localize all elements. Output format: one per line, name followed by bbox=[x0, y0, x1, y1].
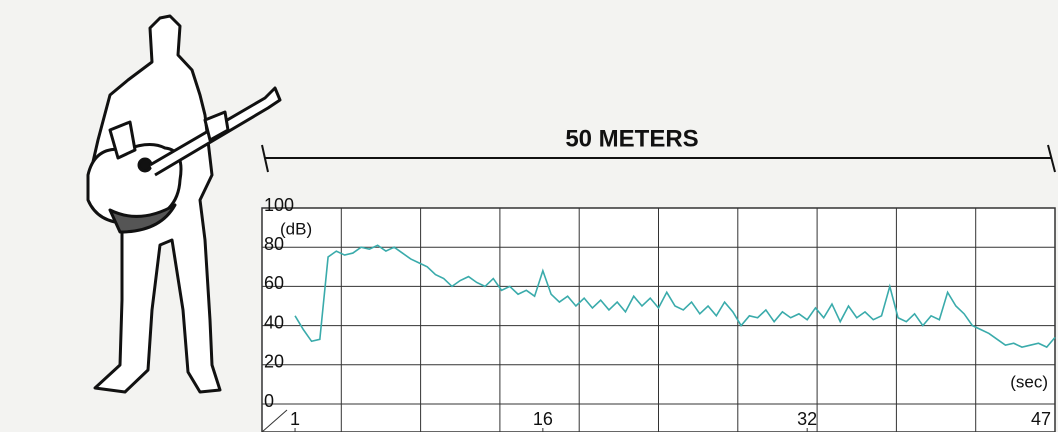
x-tick-label: 32 bbox=[797, 409, 817, 429]
guitarist-illustration bbox=[88, 16, 280, 392]
y-tick-label: 20 bbox=[264, 352, 284, 372]
chart: 50 METERS (dB) (sec) 0 20 40 60 80 100 1 16 32 47 bbox=[0, 0, 1058, 432]
y-tick-label: 100 bbox=[264, 195, 294, 215]
x-axis-label: (sec) bbox=[1010, 372, 1048, 391]
y-axis-label: (dB) bbox=[280, 219, 312, 238]
y-tick-label: 0 bbox=[264, 391, 274, 411]
x-tick-label: 47 bbox=[1031, 409, 1051, 429]
x-tick-label: 16 bbox=[533, 409, 553, 429]
distance-label: 50 METERS bbox=[565, 125, 698, 152]
x-tick-label: 1 bbox=[290, 409, 300, 429]
y-tick-label: 60 bbox=[264, 273, 284, 293]
y-tick-label: 40 bbox=[264, 312, 284, 332]
page: {"chart_data": {"type": "line", "annotat… bbox=[0, 0, 1058, 432]
y-tick-label: 80 bbox=[264, 234, 284, 254]
